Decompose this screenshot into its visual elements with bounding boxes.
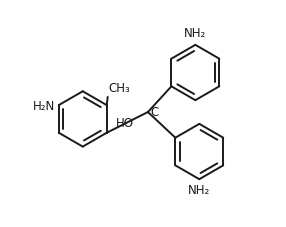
Text: C: C xyxy=(150,106,158,118)
Text: HO: HO xyxy=(116,117,134,130)
Text: H₂N: H₂N xyxy=(33,100,55,113)
Text: NH₂: NH₂ xyxy=(184,27,206,40)
Text: CH₃: CH₃ xyxy=(109,82,130,95)
Text: NH₂: NH₂ xyxy=(188,184,210,197)
